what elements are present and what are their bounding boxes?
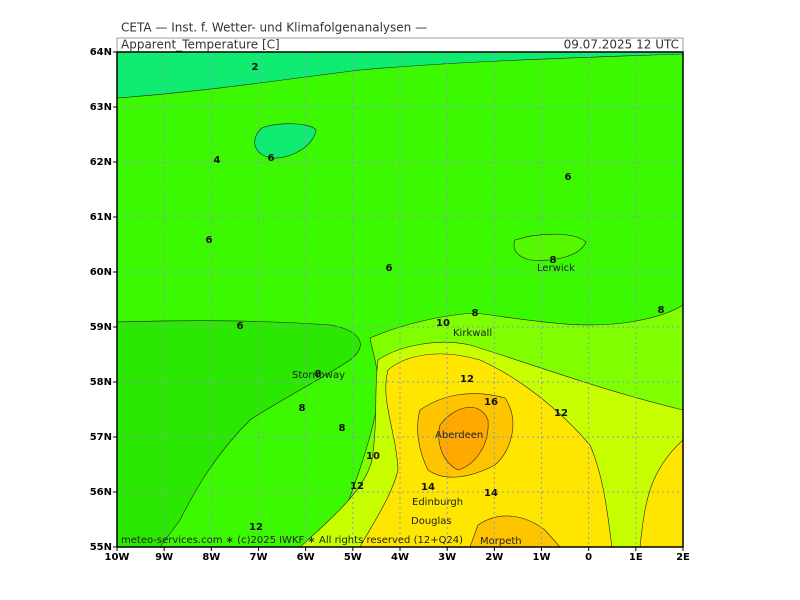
place-name: Aberdeen <box>435 430 483 441</box>
place-name: Edinburgh <box>412 497 463 508</box>
region-4-6 <box>117 320 361 547</box>
contour-label: 6 <box>565 172 572 183</box>
contour-label: 6 <box>237 321 244 332</box>
contour-label: 10 <box>366 451 380 462</box>
lat-label: 55N <box>90 542 112 553</box>
place-name: Kirkwall <box>453 328 492 339</box>
contour-label: 2 <box>252 62 259 73</box>
lat-label: 57N <box>90 432 112 443</box>
lon-label: 7W <box>250 552 268 563</box>
place-name: Lerwick <box>537 263 575 274</box>
contour-label: 6 <box>386 263 393 274</box>
header-institute: CETA — Inst. f. Wetter- und Klimafolgena… <box>121 21 427 35</box>
lon-label: 8W <box>202 552 220 563</box>
region-16 <box>438 406 489 471</box>
contour-label: 12 <box>249 522 263 533</box>
contour-label: 8 <box>339 423 346 434</box>
place-name: Stornoway <box>292 370 345 381</box>
field: 2 4 6 6 6 6 8 8 6 8 10 8 8 8 12 16 12 10 12 14 14 12 Lerwick K… <box>117 52 683 547</box>
place-name: Douglas <box>411 516 452 527</box>
contour-label: 6 <box>268 153 275 164</box>
lat-label: 62N <box>90 157 112 168</box>
lon-label: 9W <box>155 552 173 563</box>
lon-label: 2E <box>676 552 690 563</box>
contour-label: 8 <box>315 369 322 380</box>
contour-label: 12 <box>554 408 568 419</box>
contour-label: 16 <box>484 397 498 408</box>
lat-label: 58N <box>90 377 112 388</box>
contour-label: 10 <box>436 318 450 329</box>
contour-label: 8 <box>550 255 557 266</box>
axes: 10W 9W 8W 7W 6W 5W 4W 3W 2W 1W 0 1E 2E 55N 56N 57N 58N 59… <box>90 47 690 563</box>
lon-label: 5W <box>344 552 362 563</box>
lat-label: 56N <box>90 487 112 498</box>
lat-label: 64N <box>90 47 112 58</box>
places: Lerwick Kirkwall Stornoway Aberdeen Edinburg… <box>292 263 575 547</box>
footer: meteo-services.com ∗ (c)2025 IWKF ∗ All … <box>121 535 463 546</box>
lat-label: 63N <box>90 102 112 113</box>
lat-label: 61N <box>90 212 112 223</box>
graticule <box>117 52 683 547</box>
contour-labels: 2 4 6 6 6 6 8 8 6 8 10 8 8 8 12 16 12 10 12 14 14 12 <box>206 62 665 533</box>
contour-label: 12 <box>460 374 474 385</box>
contour-label: 8 <box>472 308 479 319</box>
lat-label: 59N <box>90 322 112 333</box>
map-title: Apparent_Temperature [C] <box>121 38 280 52</box>
lat-label: 60N <box>90 267 112 278</box>
contour-label: 6 <box>206 235 213 246</box>
contour-label: 14 <box>421 482 435 493</box>
contour-label: 4 <box>214 155 221 166</box>
lon-label: 1W <box>533 552 551 563</box>
lon-label: 4W <box>391 552 409 563</box>
lon-label: 6W <box>297 552 315 563</box>
place-name: Morpeth <box>480 536 522 547</box>
region-shetland <box>513 233 587 261</box>
lon-label: 2W <box>485 552 503 563</box>
lon-label: 1E <box>629 552 643 563</box>
lon-label: 3W <box>438 552 456 563</box>
lon-label: 10W <box>105 552 130 563</box>
valid-time: 09.07.2025 12 UTC <box>564 38 679 52</box>
contour-label: 8 <box>299 403 306 414</box>
contour-label: 14 <box>484 488 498 499</box>
contour-label: 8 <box>658 305 665 316</box>
region-island <box>254 123 317 159</box>
lon-label: 0 <box>585 552 592 563</box>
contour-label: 12 <box>350 481 364 492</box>
